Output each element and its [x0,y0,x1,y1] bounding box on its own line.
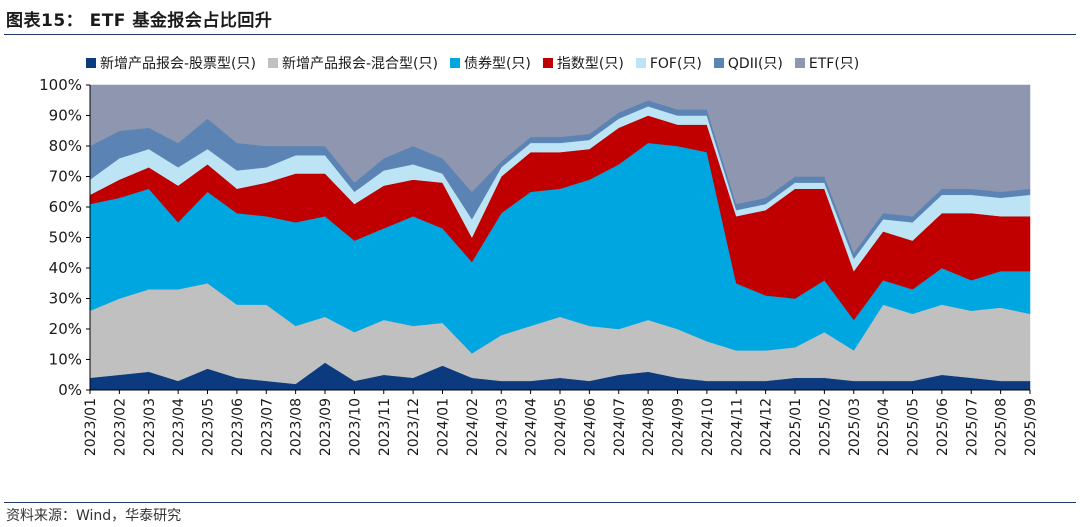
x-tick-label: 2025/03 [847,398,863,456]
legend-label: 新增产品报会-混合型(只) [281,56,438,72]
legend-item: 新增产品报会-股票型(只) [86,53,256,73]
source-note: 资料来源：Wind，华泰研究 [6,508,182,524]
y-tick-label: 90% [49,107,82,125]
x-tick-label: 2023/05 [201,398,217,456]
y-tick-label: 20% [49,320,82,338]
x-tick-label: 2024/11 [729,398,745,456]
y-tick-label: 50% [49,229,82,247]
x-tick-label: 2023/02 [112,398,128,456]
legend-label: 指数型(只) [556,56,624,72]
legend-swatch [267,58,278,68]
legend-label: QDII(只) [727,56,783,72]
x-tick-label: 2023/08 [289,398,305,456]
x-tick-label: 2025/04 [876,398,892,456]
bottom-rule [4,502,1076,503]
x-tick-label: 2024/05 [553,398,569,456]
legend-swatch [713,58,724,68]
legend-item: 指数型(只) [542,53,624,73]
legend-label: ETF(只) [808,56,860,72]
x-tick-label: 2025/05 [906,398,922,456]
x-tick-label: 2024/07 [612,398,628,456]
legend-swatch [635,58,646,68]
x-tick-label: 2023/11 [377,398,393,456]
x-tick-label: 2024/03 [494,398,510,456]
stacked-area-chart: 0% 10% 20% 30% 40% 50% 60% 70% 80% 90% 100% 2023/01… [39,76,1039,456]
x-tick-label: 2025/06 [935,398,951,456]
x-tick-label: 2025/02 [817,398,833,456]
legend-item: FOF(只) [635,53,702,73]
figure-title: 图表15： ETF 基金报会占比回升 [6,11,273,31]
y-tick-label: 60% [49,198,82,216]
x-tick-label: 2025/09 [1023,398,1039,456]
x-tick-label: 2023/04 [171,398,187,456]
top-rule [4,34,1076,35]
legend-swatch [449,58,460,68]
legend-item: 债券型(只) [449,53,531,73]
x-tick-label: 2024/10 [700,398,716,456]
x-tick-label: 2024/04 [524,398,540,456]
x-tick-label: 2024/09 [671,398,687,456]
y-tick-label: 30% [49,290,82,308]
y-tick-label: 0% [58,381,82,399]
chart-legend: 新增产品报会-股票型(只) 新增产品报会-混合型(只) 债券型(只) 指数型(只) FO… [86,52,859,74]
legend-label: 新增产品报会-股票型(只) [100,56,256,72]
x-tick-label: 2025/01 [788,398,804,456]
x-tick-label: 2024/02 [465,398,481,456]
x-tick-label: 2023/09 [318,398,334,456]
legend-label: 债券型(只) [463,56,531,72]
legend-swatch [794,58,805,68]
x-tick-label: 2023/10 [347,398,363,456]
x-tick-label: 2023/12 [406,398,422,456]
legend-swatch [86,58,96,68]
legend-item: ETF(只) [794,53,860,73]
x-tick-label: 2024/08 [641,398,657,456]
y-tick-label: 10% [49,351,82,369]
x-tick-label: 2023/06 [230,398,246,456]
legend-swatch [542,58,553,68]
x-tick-label: 2025/07 [964,398,980,456]
x-tick-label: 2023/07 [259,398,275,456]
x-tick-label: 2024/01 [436,398,452,456]
legend-item: QDII(只) [713,53,783,73]
x-tick-label: 2024/06 [582,398,598,456]
area-series [89,84,1031,254]
y-tick-label: 100% [39,76,82,94]
y-tick-label: 40% [49,259,82,277]
legend-item: 新增产品报会-混合型(只) [267,53,438,73]
y-tick-label: 80% [49,137,82,155]
y-tick-label: 70% [49,168,82,186]
x-tick-label: 2023/03 [142,398,158,456]
x-tick-label: 2024/12 [759,398,775,456]
x-tick-label: 2025/08 [994,398,1010,456]
legend-label: FOF(只) [649,56,702,72]
x-tick-label: 2023/01 [83,398,99,456]
